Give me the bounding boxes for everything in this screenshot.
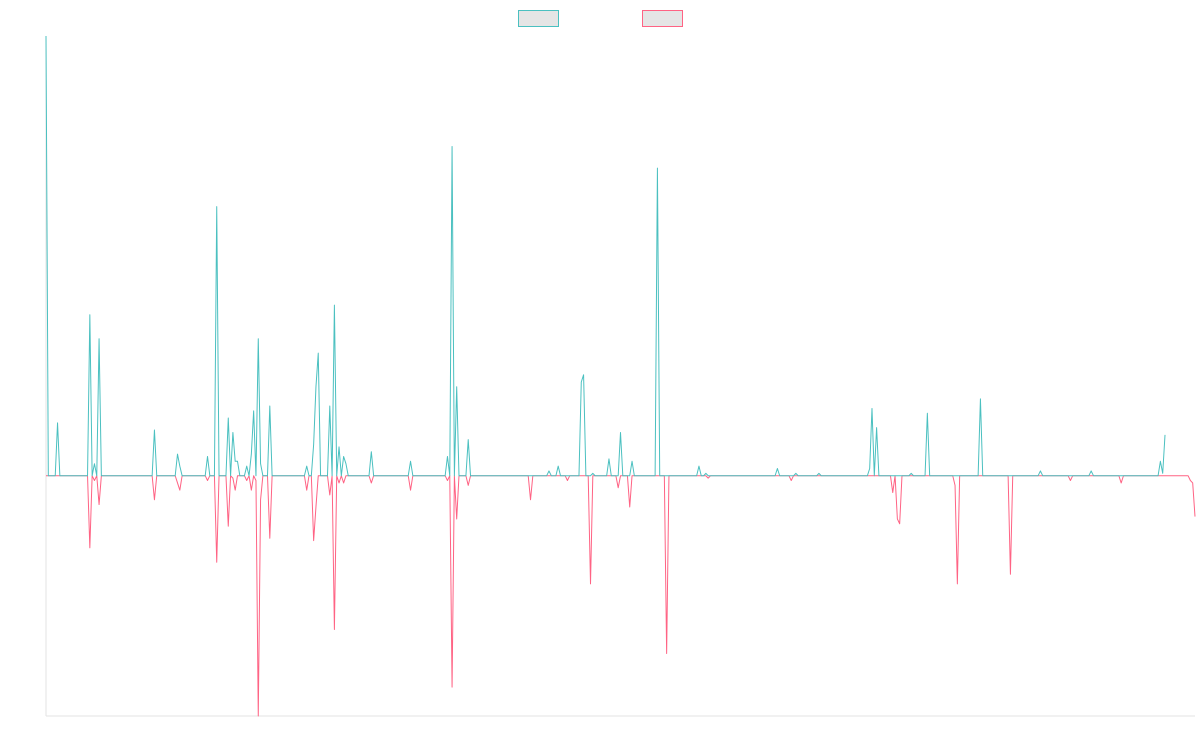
series-line-1 — [45, 35, 1166, 477]
chart-axes — [45, 36, 1195, 717]
legend — [518, 10, 683, 27]
legend-swatch-1[interactable] — [518, 10, 559, 27]
legend-swatch-2[interactable] — [642, 10, 683, 27]
series-line-2 — [46, 475, 1196, 717]
plot-area — [45, 35, 1196, 717]
